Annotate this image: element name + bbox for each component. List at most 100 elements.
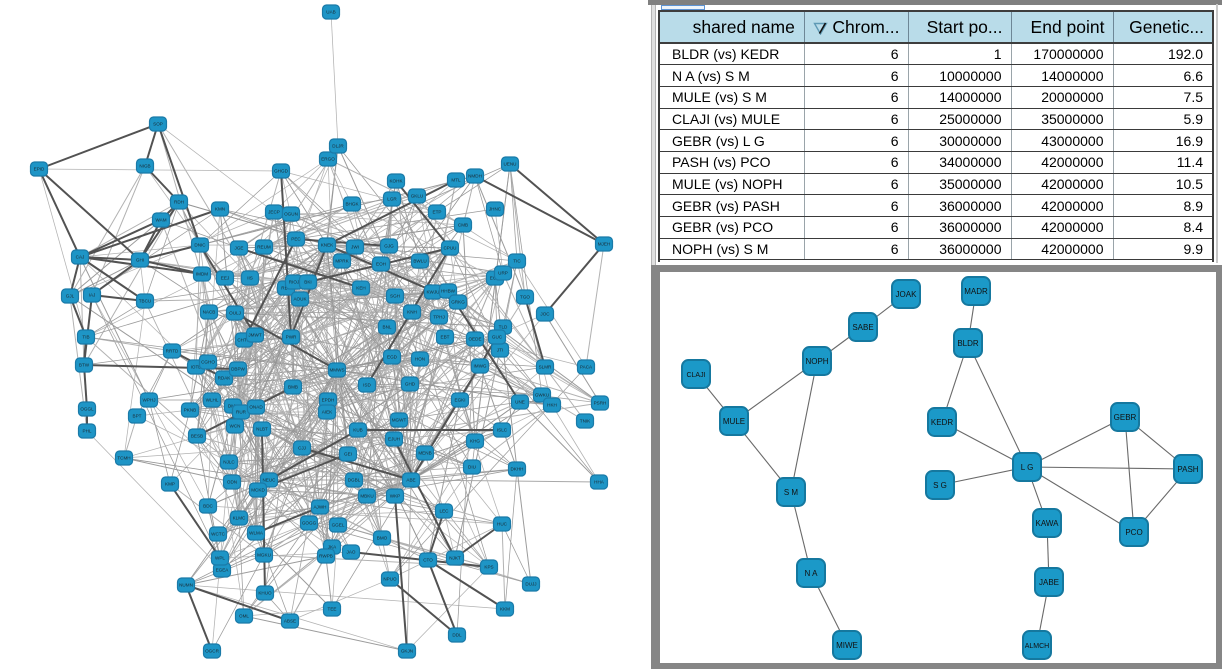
svg-text:DKHH: DKHH: [510, 467, 523, 472]
svg-text:BNL: BNL: [383, 325, 392, 330]
svg-text:DDL: DDL: [452, 633, 462, 638]
svg-text:UNE: UNE: [515, 400, 525, 405]
svg-text:NPUO: NPUO: [383, 577, 397, 582]
svg-text:KWJU: KWJU: [426, 290, 439, 295]
svg-text:ODN: ODN: [227, 480, 237, 485]
svg-text:HHA: HHA: [594, 480, 605, 485]
svg-text:GEBR: GEBR: [1114, 413, 1137, 422]
svg-text:JWI: JWI: [351, 245, 359, 250]
svg-text:DBPW: DBPW: [231, 367, 245, 372]
svg-text:EGD: EGD: [387, 355, 398, 360]
svg-text:DGBL: DGBL: [348, 478, 361, 483]
svg-text:REUM: REUM: [257, 245, 271, 250]
svg-text:GUC: GUC: [492, 335, 503, 340]
svg-text:KNH: KNH: [407, 310, 417, 315]
svg-text:JHNC: JHNC: [489, 207, 502, 212]
svg-text:HON: HON: [415, 357, 425, 362]
svg-text:NIGB: NIGB: [139, 164, 150, 169]
svg-text:GJG: GJG: [384, 244, 394, 249]
svg-text:MGWT: MGWT: [392, 418, 407, 423]
svg-text:OEDE: OEDE: [468, 337, 481, 342]
svg-text:LGR: LGR: [387, 197, 397, 202]
svg-text:CPUU: CPUU: [443, 246, 456, 251]
svg-text:BMB: BMB: [288, 385, 298, 390]
svg-text:KHG: KHG: [470, 439, 480, 444]
svg-text:NUMN: NUMN: [179, 583, 193, 588]
svg-text:ISLC: ISLC: [497, 428, 508, 433]
svg-text:WLHL: WLHL: [206, 398, 219, 403]
svg-text:TNIK: TNIK: [580, 419, 591, 424]
svg-text:DUJJ: DUJJ: [525, 582, 536, 587]
svg-text:AJWH: AJWH: [313, 505, 326, 510]
svg-text:BMO: BMO: [377, 536, 388, 541]
svg-text:TCMH: TCMH: [117, 456, 130, 461]
svg-text:URP: URP: [498, 271, 508, 276]
svg-text:JOAK: JOAK: [896, 290, 918, 299]
svg-text:MADR: MADR: [964, 287, 988, 296]
svg-text:SLMR: SLMR: [539, 365, 552, 370]
svg-text:GOGG: GOGG: [302, 521, 317, 526]
svg-text:BESB: BESB: [191, 434, 203, 439]
svg-text:HHBW: HHBW: [441, 289, 456, 294]
svg-text:IOTE: IOTE: [191, 365, 202, 370]
svg-text:IMWG: IMWG: [473, 364, 486, 369]
svg-text:ISD: ISD: [363, 383, 371, 388]
svg-text:EBT: EBT: [441, 335, 450, 340]
svg-text:TBCU: TBCU: [139, 299, 152, 304]
svg-text:JAO: JAO: [347, 550, 356, 555]
svg-text:CTO: CTO: [423, 558, 433, 563]
svg-text:ABE: ABE: [406, 478, 415, 483]
svg-text:JKA: JKA: [328, 545, 337, 550]
svg-text:ABSE: ABSE: [284, 619, 296, 624]
svg-text:BWLU: BWLU: [413, 259, 426, 264]
svg-text:LEC: LEC: [440, 509, 450, 514]
svg-text:KEDR: KEDR: [931, 418, 953, 427]
svg-text:BHGK: BHGK: [345, 202, 359, 207]
svg-text:EPID: EPID: [34, 167, 45, 172]
svg-text:MCKD: MCKD: [251, 488, 265, 493]
svg-text:KHUO: KHUO: [258, 591, 272, 596]
svg-text:CAJ: CAJ: [76, 255, 85, 260]
svg-text:TEE: TEE: [328, 607, 337, 612]
svg-text:DIU: DIU: [468, 465, 476, 470]
svg-text:TPHJ: TPHJ: [433, 315, 444, 320]
svg-text:JTI: JTI: [497, 348, 503, 353]
svg-text:HUC: HUC: [497, 522, 508, 527]
svg-text:WCTC: WCTC: [211, 532, 225, 537]
svg-text:WPHJ: WPHJ: [142, 398, 155, 403]
svg-text:JABE: JABE: [1039, 578, 1059, 587]
svg-text:GRKG: GRKG: [451, 300, 465, 305]
svg-text:BLDR: BLDR: [957, 339, 979, 348]
svg-text:KOHK: KOHK: [389, 179, 403, 184]
svg-text:TLD: TLD: [499, 325, 508, 330]
svg-text:MMWS: MMWS: [329, 368, 344, 373]
svg-text:GHI: GHI: [136, 258, 144, 263]
svg-text:KAWA: KAWA: [1036, 519, 1060, 528]
svg-text:BTW: BTW: [79, 363, 90, 368]
svg-text:KPS: KPS: [484, 565, 493, 570]
svg-text:S G: S G: [933, 481, 947, 490]
svg-text:MULE: MULE: [723, 417, 745, 426]
svg-text:KMP: KMP: [165, 482, 175, 487]
svg-text:OML: OML: [239, 614, 249, 619]
svg-text:KMN: KMN: [215, 207, 225, 212]
svg-text:NEUC: NEUC: [262, 478, 276, 483]
svg-text:WCN: WCN: [230, 424, 241, 429]
svg-text:MENB: MENB: [418, 451, 431, 456]
svg-text:ALMCH: ALMCH: [1025, 643, 1050, 650]
svg-text:GEI: GEI: [344, 452, 352, 457]
svg-text:ERGO: ERGO: [321, 157, 335, 162]
svg-text:EEJ: EEJ: [221, 276, 229, 281]
svg-text:CLAJI: CLAJI: [686, 372, 705, 379]
svg-text:BPT: BPT: [133, 414, 142, 419]
svg-text:GHD: GHD: [405, 382, 416, 387]
svg-text:JECP: JECP: [268, 210, 280, 215]
svg-text:TGO: TGO: [520, 295, 530, 300]
svg-text:DNIC: DNIC: [194, 243, 206, 248]
svg-text:GJL: GJL: [66, 294, 75, 299]
svg-text:MPRK: MPRK: [335, 259, 349, 264]
svg-text:OGCR: OGCR: [205, 649, 219, 654]
svg-text:UAB: UAB: [326, 10, 335, 15]
svg-text:SOP: SOP: [153, 122, 163, 127]
svg-text:PSRH: PSRH: [594, 401, 607, 406]
